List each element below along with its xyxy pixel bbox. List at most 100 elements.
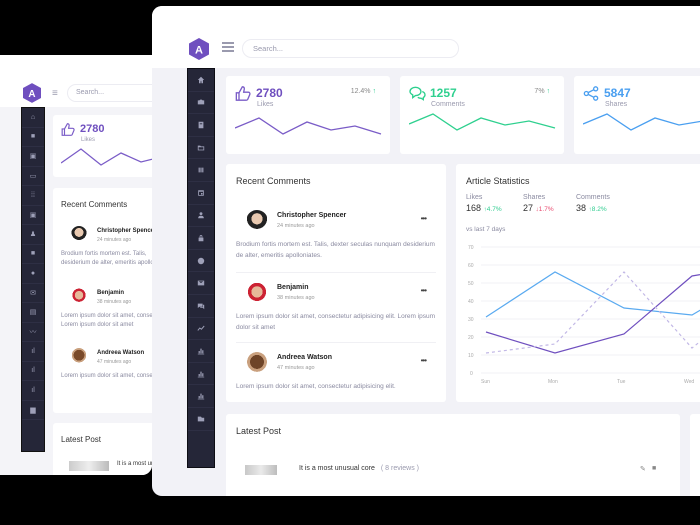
back-latest-post-card: Latest Post It is a most unusual core: [53, 423, 152, 475]
series-blue: [485, 271, 700, 318]
more-options-icon[interactable]: •••: [420, 214, 427, 223]
folder-icon: [197, 145, 205, 150]
bar-chart-icon[interactable]: ıl: [22, 342, 44, 362]
trend-down: ↓1.7%: [535, 206, 554, 213]
latest-post-title: Latest Post: [236, 426, 282, 436]
arrow-up-icon: ↑: [546, 88, 551, 95]
back-recent-comments-title: Recent Comments: [61, 200, 128, 209]
svg-text:A: A: [195, 45, 203, 57]
more-options-icon[interactable]: •••: [420, 286, 427, 295]
comments-sparkline: [409, 113, 556, 131]
metric-shares: Shares 27 ↓1.7%: [523, 194, 554, 213]
avatar: [71, 348, 87, 364]
shares-sparkline: [583, 113, 700, 131]
dashboard-window: A 2780 Likes 12.4% ↑: [152, 6, 700, 496]
trash-icon[interactable]: ■: [652, 465, 657, 472]
comment-author[interactable]: Christopher Spencer: [277, 212, 347, 219]
camera-icon: [197, 99, 205, 105]
chat-icon[interactable]: ▤: [22, 303, 44, 323]
svg-text:Wed: Wed: [684, 379, 694, 385]
comparison-period: vs last 7 days: [466, 226, 506, 233]
likes-sparkline: [235, 117, 382, 135]
post-thumbnail: [245, 465, 277, 475]
chat-bubbles-icon: [409, 86, 426, 101]
sidebar-item-grid[interactable]: [188, 159, 214, 182]
sidebar-item-document[interactable]: [188, 114, 214, 137]
sidebar-item-user[interactable]: [188, 205, 214, 228]
series-purple: [485, 274, 700, 354]
likes-label: Likes: [257, 101, 274, 108]
back-search-input[interactable]: Search...: [67, 84, 152, 102]
home-icon: [197, 76, 205, 83]
background-dashboard-window: A ≡ Search... ⌂ ■ ▣ ▭ ⁞⁞ ▣ ♟ ■ ● ✉ ▤ 〰 ı…: [0, 55, 152, 475]
camera-icon[interactable]: ■: [22, 128, 44, 147]
sidebar-item-files[interactable]: [188, 408, 214, 431]
avatar: [246, 210, 268, 232]
search-input[interactable]: [242, 39, 459, 58]
sidebar-item-mail[interactable]: [188, 272, 214, 295]
sidebar-item-lock[interactable]: [188, 227, 214, 250]
calendar-icon[interactable]: ▣: [22, 206, 44, 225]
partial-card: [690, 414, 700, 496]
shares-label: Shares: [605, 101, 628, 108]
grid-icon[interactable]: ⁞⁞: [22, 186, 44, 206]
svg-text:10: 10: [468, 353, 474, 359]
svg-text:Sun: Sun: [481, 379, 490, 385]
comment-text: Brodium fortis mortem est. Talis, dexter…: [236, 241, 435, 259]
trend-up: ↑8.2%: [588, 206, 607, 213]
shares-stat-card: 5847 Shares: [574, 76, 700, 154]
sidebar-item-folder[interactable]: [188, 137, 214, 160]
chat-icon: [197, 303, 205, 309]
comment-author[interactable]: Benjamin: [277, 284, 309, 291]
bar-chart-icon: [197, 348, 205, 355]
comment-author[interactable]: Andreea Watson: [277, 354, 332, 361]
mail-icon: [197, 280, 205, 286]
info-icon[interactable]: ●: [22, 264, 44, 284]
home-icon[interactable]: ⌂: [22, 108, 44, 128]
user-icon[interactable]: ♟: [22, 225, 44, 245]
svg-text:0: 0: [470, 371, 473, 377]
avatar: [246, 352, 268, 374]
sidebar-item-chart-2[interactable]: [188, 363, 214, 386]
edit-icon[interactable]: ✎: [640, 466, 646, 473]
comment-time: 24 minutes ago: [277, 223, 315, 229]
bar-chart-icon: [197, 393, 205, 400]
more-options-icon[interactable]: •••: [420, 356, 427, 365]
lock-icon[interactable]: ■: [22, 245, 44, 264]
comment-author: Christopher Spencer: [97, 228, 152, 234]
logo-icon[interactable]: A: [189, 38, 209, 60]
bar-chart-icon[interactable]: ıl: [22, 362, 44, 381]
back-menu-icon[interactable]: ≡: [52, 88, 58, 99]
sidebar-item-home[interactable]: [188, 69, 214, 92]
likes-value: 2780: [256, 86, 283, 100]
sidebar-item-camera[interactable]: [188, 92, 214, 115]
bar-chart-icon[interactable]: ıl: [22, 381, 44, 401]
trend-icon[interactable]: 〰: [22, 323, 44, 342]
comments-value: 1257: [430, 86, 457, 100]
article-line-chart: 70 60 50 40 30 20 10 0 Sun Mon Tue Wed: [468, 245, 700, 385]
folder-icon[interactable]: ▭: [22, 167, 44, 186]
info-icon: [197, 257, 205, 264]
sidebar-item-chart-3[interactable]: [188, 385, 214, 408]
article-statistics-title: Article Statistics: [466, 176, 530, 186]
sidebar-item-trend[interactable]: [188, 318, 214, 341]
comment-time: 24 minutes ago: [97, 237, 132, 243]
svg-text:40: 40: [468, 299, 474, 305]
post-title[interactable]: It is a most unusual core: [117, 461, 152, 467]
sidebar-item-info[interactable]: [188, 250, 214, 273]
svg-text:Mon: Mon: [548, 379, 558, 385]
files-icon[interactable]: ▆: [22, 401, 44, 420]
sidebar-item-calendar[interactable]: [188, 182, 214, 205]
lock-icon: [198, 234, 204, 242]
mail-icon[interactable]: ✉: [22, 284, 44, 303]
metric-comments: Comments 38 ↑8.2%: [576, 194, 610, 213]
post-item[interactable]: It is a most unusual core( 8 reviews ): [299, 465, 419, 472]
calendar-icon: [198, 189, 204, 196]
hamburger-menu-icon[interactable]: [222, 42, 234, 52]
sidebar-item-chat[interactable]: [188, 295, 214, 318]
series-dashed: [485, 271, 700, 354]
sidebar-item-chart-1[interactable]: [188, 340, 214, 363]
recent-comments-card: Recent Comments Christopher Spencer 24 m…: [226, 164, 446, 402]
grid-icon: [198, 167, 204, 173]
document-icon[interactable]: ▣: [22, 147, 44, 167]
